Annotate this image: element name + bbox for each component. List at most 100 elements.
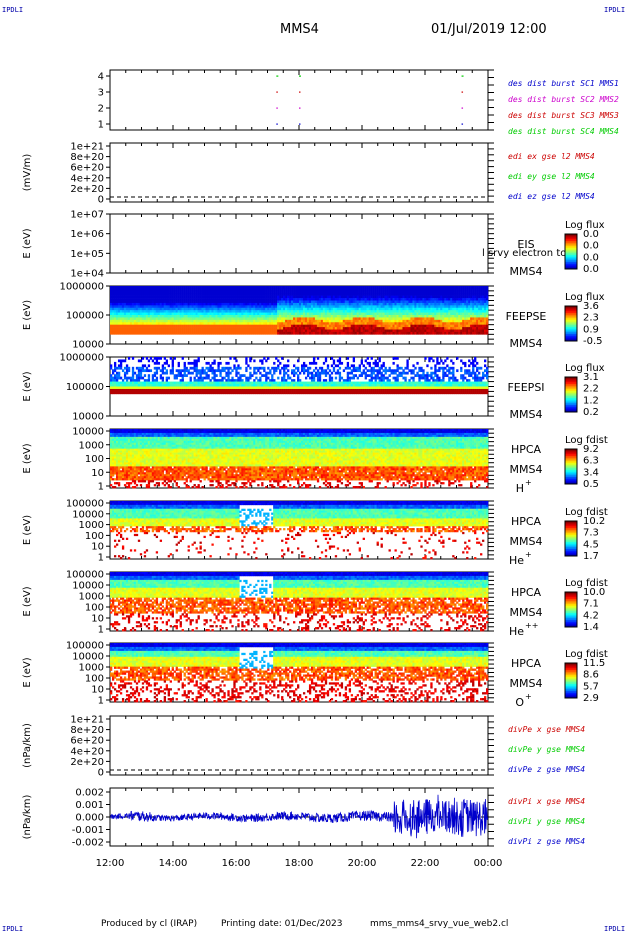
spectrogram-cell	[458, 286, 460, 289]
spectrogram-cell	[110, 296, 112, 299]
spectrogram-cell	[112, 382, 114, 385]
spectrogram-cell	[128, 305, 130, 308]
spectrogram-cell	[154, 387, 156, 390]
spectrogram-cell	[184, 374, 186, 377]
spectrogram-cell	[398, 288, 400, 291]
spectrogram-cell	[158, 296, 160, 299]
spectrogram-cell	[379, 288, 381, 291]
spectrogram-cell	[126, 310, 128, 313]
spectrogram-cell	[118, 391, 120, 394]
spectrogram-cell	[486, 313, 488, 316]
spectrogram-cell	[148, 301, 150, 304]
spectrogram-cell	[365, 325, 367, 328]
spectrogram-cell	[158, 322, 160, 325]
spectrogram-cell	[178, 305, 180, 308]
spectrogram-cell	[184, 313, 186, 316]
spectrogram-cell	[351, 317, 353, 320]
spectrogram-cell	[112, 317, 114, 320]
spectrogram-cell	[355, 327, 357, 330]
spectrogram-cell	[235, 315, 237, 318]
spectrogram-cell	[118, 291, 120, 294]
spectrogram-cell	[114, 330, 116, 333]
spectrogram-cell	[402, 310, 404, 313]
spectrogram-cell	[462, 305, 464, 308]
spectrogram-cell	[207, 322, 209, 325]
spectrogram-cell	[229, 305, 231, 308]
spectrogram-cell	[134, 382, 136, 385]
spectrogram-cell	[156, 320, 158, 323]
spectrogram-cell	[430, 313, 432, 316]
spectrogram-cell	[184, 298, 186, 301]
spectrogram-cell	[468, 332, 470, 335]
spectrogram-cell	[377, 301, 379, 304]
spectrogram-cell	[271, 320, 273, 323]
spectrogram-cell	[434, 301, 436, 304]
spectrogram-cell	[116, 286, 118, 289]
spectrogram-cell	[182, 305, 184, 308]
spectrogram-cell	[339, 327, 341, 330]
spectrogram-cell	[442, 317, 444, 320]
spectrogram-cell	[460, 288, 462, 291]
spectrogram-cell	[174, 332, 176, 335]
spectrogram-cell	[385, 305, 387, 308]
spectrogram-cell	[391, 315, 393, 318]
spectrogram-cell	[180, 330, 182, 333]
spectrogram-cell	[241, 325, 243, 328]
colorbar-swatch	[565, 334, 577, 336]
spectrogram-cell	[394, 288, 396, 291]
spectrogram-cell	[205, 315, 207, 318]
spectrogram-cell	[231, 322, 233, 325]
spectrogram-cell	[261, 322, 263, 325]
spectrogram-cell	[235, 332, 237, 335]
spectrogram-cell	[277, 320, 279, 323]
spectrogram-cell	[217, 382, 219, 385]
spectrogram-cell	[333, 301, 335, 304]
spectrogram-cell	[152, 389, 154, 392]
spectrogram-cell	[130, 389, 132, 392]
spectrogram-cell	[299, 322, 301, 325]
spectrogram-cell	[307, 286, 309, 289]
spectrogram-cell	[299, 313, 301, 316]
spectrogram-cell	[470, 298, 472, 301]
spectrogram-cell	[458, 332, 460, 335]
spectrogram-cell	[200, 296, 202, 299]
spectrogram-cell	[381, 317, 383, 320]
spectrogram-cell	[180, 325, 182, 328]
spectrogram-cell	[229, 293, 231, 296]
spectrogram-cell	[192, 313, 194, 316]
spectrogram-cell	[442, 320, 444, 323]
spectrogram-cell	[393, 303, 395, 306]
spectrogram-cell	[255, 384, 257, 387]
spectrogram-cell	[245, 301, 247, 304]
spectrogram-cell	[319, 305, 321, 308]
spectrogram-cell	[194, 377, 196, 380]
spectrogram-cell	[114, 332, 116, 335]
spectrogram-cell	[162, 379, 164, 382]
spectrogram-cell	[170, 296, 172, 299]
spectrogram-cell	[420, 310, 422, 313]
spectrogram-cell	[130, 384, 132, 387]
spectrogram-cell	[347, 320, 349, 323]
spectrogram-cell	[247, 298, 249, 301]
spectrogram-cell	[480, 291, 482, 294]
spectrogram-cell	[313, 293, 315, 296]
spectrogram-cell	[257, 367, 259, 370]
spectrogram-cell	[422, 291, 424, 294]
colorbar-swatch	[565, 318, 577, 320]
spectrogram-cell	[398, 291, 400, 294]
spectrogram-cell	[466, 310, 468, 313]
spectrogram-cell	[188, 369, 190, 372]
spectrogram-cell	[227, 315, 229, 318]
spectrogram-cell	[420, 327, 422, 330]
colorbar-swatch	[565, 246, 577, 248]
spectrogram-cell	[387, 298, 389, 301]
spectrogram-cell	[269, 288, 271, 291]
spectrogram-cell	[178, 315, 180, 318]
spectrogram-cell	[377, 315, 379, 318]
spectrogram-cell	[192, 332, 194, 335]
spectrogram-cell	[293, 301, 295, 304]
spectrogram-cell	[351, 315, 353, 318]
spectrogram-cell	[387, 303, 389, 306]
spectrogram-cell	[337, 303, 339, 306]
spectrogram-cell	[454, 298, 456, 301]
